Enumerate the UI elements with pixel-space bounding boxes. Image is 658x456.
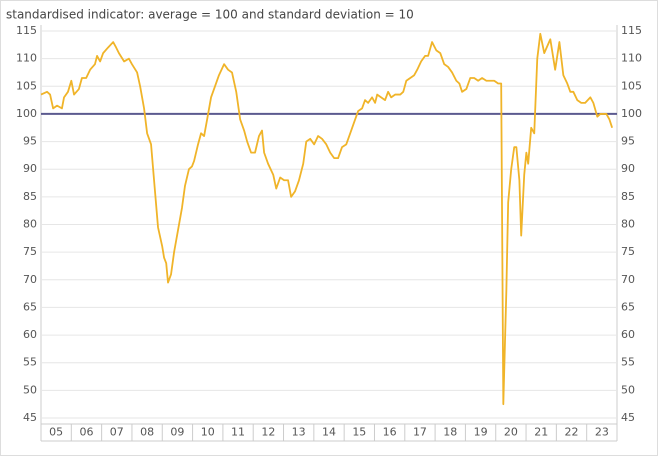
y-tick-label: 55 [23,356,37,369]
x-tick-label: 23 [595,426,609,439]
y-tick-label: 90 [23,162,37,175]
data-line [40,32,614,406]
x-tick-label: 05 [49,426,63,439]
x-tick-label: 07 [110,426,124,439]
y2-tick-label: 45 [621,411,635,424]
y2-tick-label: 65 [621,300,635,313]
y2-tick-label: 100 [621,107,642,120]
y2-tick-label: 60 [621,328,635,341]
chart-subtitle: standardised indicator: average = 100 an… [6,8,414,22]
x-tick-label: 21 [534,426,548,439]
y-tick-label: 110 [16,52,37,65]
x-tick-label: 09 [170,426,184,439]
y-tick-label: 85 [23,190,37,203]
x-tick-label: 18 [443,426,457,439]
y2-tick-label: 95 [621,135,635,148]
y2-tick-label: 85 [621,190,635,203]
y2-tick-label: 105 [621,79,642,92]
x-tick-label: 16 [383,426,397,439]
x-tick-label: 17 [413,426,427,439]
y-tick-label: 50 [23,383,37,396]
y-tick-label: 105 [16,79,37,92]
x-tick-label: 14 [322,426,336,439]
x-tick-label: 08 [140,426,154,439]
y-tick-label: 115 [16,24,37,37]
y-tick-label: 45 [23,411,37,424]
x-tick-label: 13 [292,426,306,439]
y-tick-label: 70 [23,273,37,286]
x-tick-label: 22 [565,426,579,439]
x-tick-label: 15 [352,426,366,439]
x-tick-label: 06 [79,426,93,439]
x-tick-label: 20 [504,426,518,439]
x-tick-label: 19 [474,426,488,439]
y2-tick-label: 90 [621,162,635,175]
y-tick-label: 65 [23,300,37,313]
y2-tick-label: 55 [621,356,635,369]
x-tick-label: 10 [201,426,215,439]
y2-tick-label: 80 [621,218,635,231]
y-tick-label: 60 [23,328,37,341]
y2-tick-label: 115 [621,24,642,37]
y-tick-label: 80 [23,218,37,231]
y-tick-label: 95 [23,135,37,148]
y2-tick-label: 75 [621,245,635,258]
y2-tick-label: 70 [621,273,635,286]
y-tick-label: 100 [16,107,37,120]
y2-tick-label: 50 [621,383,635,396]
y-tick-label: 75 [23,245,37,258]
x-tick-label: 12 [261,426,275,439]
x-tick-label: 11 [231,426,245,439]
y2-tick-label: 110 [621,52,642,65]
